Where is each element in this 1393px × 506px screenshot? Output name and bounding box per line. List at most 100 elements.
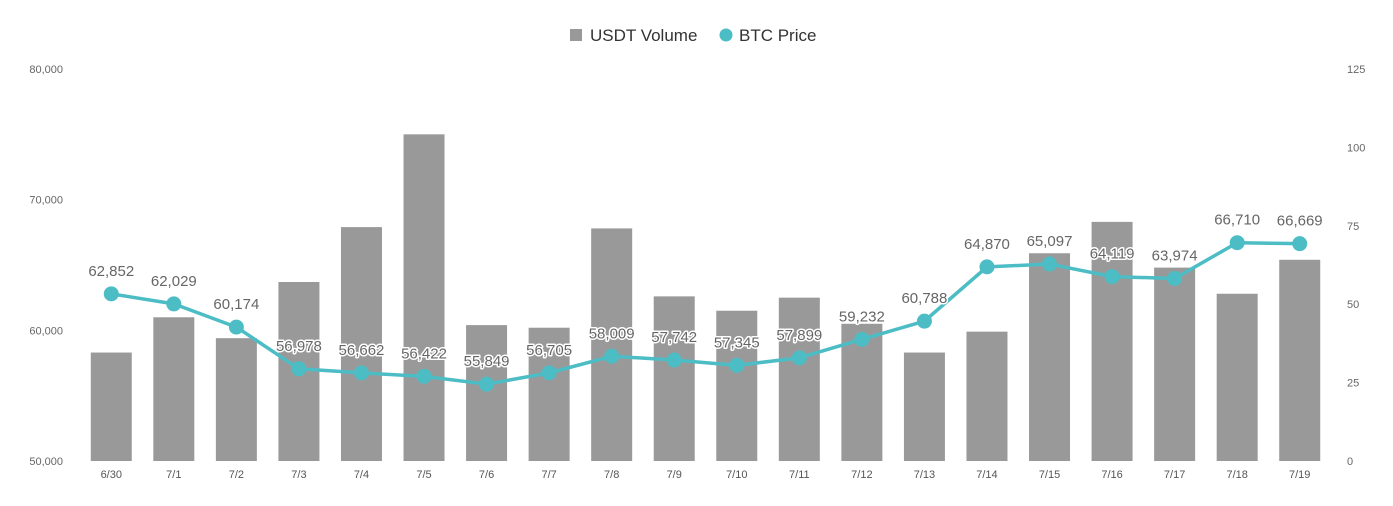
volume-bar (403, 134, 445, 462)
x-axis-tick-label: 7/5 (416, 469, 431, 481)
price-point (166, 296, 182, 312)
right-y-axis: 0 25 50 75 100 125 (1347, 64, 1365, 468)
price-point (479, 376, 495, 392)
price-point (1229, 235, 1245, 251)
price-data-label: 64,119 (1090, 246, 1135, 263)
price-data-label: 59,232 (839, 308, 885, 325)
price-data-label: 60,174 (213, 296, 259, 313)
right-axis-tick-label: 75 (1347, 221, 1359, 233)
price-data-label: 62,852 (88, 263, 134, 280)
volume-bar (903, 352, 945, 461)
legend-volume-label: USDT Volume (590, 26, 697, 45)
right-axis-tick-label: 50 (1347, 299, 1359, 311)
legend-price-swatch (719, 28, 733, 42)
price-point (1042, 256, 1058, 272)
legend-volume-swatch (570, 29, 582, 41)
x-axis-tick-label: 7/11 (789, 469, 810, 481)
price-data-label: 56,422 (401, 345, 447, 362)
price-line-path (109, 240, 1302, 386)
volume-bar (466, 325, 508, 461)
price-data-label: 56,705 (526, 342, 572, 359)
left-axis-tick-label: 80,000 (29, 64, 63, 76)
left-axis-tick-label: 50,000 (29, 456, 63, 468)
x-axis-tick-label: 7/13 (914, 469, 935, 481)
volume-bar (1029, 253, 1071, 461)
legend: USDT Volume BTC Price (570, 26, 816, 45)
x-axis-tick-label: 7/9 (667, 469, 682, 481)
x-axis: 6/30 7/1 7/2 7/3 7/4 7/5 7/6 7/7 7/8 7/9 7/10 7/11 7… (101, 469, 1311, 481)
volume-bar (966, 331, 1008, 461)
price-data-label: 63,974 (1152, 247, 1198, 264)
price-point (666, 352, 682, 368)
x-axis-tick-label: 7/4 (354, 469, 369, 481)
price-data-label: 65,097 (1027, 233, 1073, 250)
price-data-label: 56,978 (276, 338, 322, 355)
legend-price-label: BTC Price (739, 26, 816, 45)
right-axis-tick-label: 100 (1347, 142, 1365, 154)
price-point (353, 365, 369, 381)
price-data-label: 58,009 (589, 325, 635, 342)
price-point (729, 357, 745, 373)
price-data-label: 64,870 (964, 236, 1010, 253)
x-axis-tick-label: 7/17 (1164, 469, 1185, 481)
volume-bar (215, 338, 257, 461)
x-axis-tick-label: 7/19 (1289, 469, 1310, 481)
x-axis-tick-label: 7/14 (976, 469, 997, 481)
volume-bar (90, 352, 132, 461)
price-point (541, 365, 557, 381)
volume-bar (1216, 293, 1258, 461)
price-point (604, 348, 620, 364)
price-point (979, 259, 995, 275)
x-axis-tick-label: 7/8 (604, 469, 619, 481)
volume-bar (1154, 267, 1196, 461)
price-point (416, 368, 432, 384)
volume-bar (153, 317, 195, 461)
x-axis-tick-label: 7/10 (726, 469, 747, 481)
price-point (854, 331, 870, 347)
price-data-label: 57,899 (776, 327, 822, 344)
price-point (791, 350, 807, 366)
x-axis-tick-label: 7/12 (851, 469, 872, 481)
x-axis-tick-label: 7/6 (479, 469, 494, 481)
price-data-label: 57,742 (651, 329, 697, 346)
price-data-label: 57,345 (714, 334, 760, 351)
volume-bars (90, 134, 1321, 462)
volume-bar (716, 310, 758, 461)
x-axis-tick-label: 7/2 (229, 469, 244, 481)
price-point (291, 361, 307, 377)
volume-bar (778, 297, 820, 461)
price-data-label: 66,710 (1214, 212, 1260, 229)
x-axis-tick-label: 7/15 (1039, 469, 1060, 481)
x-axis-tick-label: 7/16 (1101, 469, 1122, 481)
right-axis-tick-label: 0 (1347, 456, 1353, 468)
volume-bar (591, 228, 633, 461)
left-axis-tick-label: 60,000 (29, 325, 63, 337)
price-point (1104, 269, 1120, 285)
price-line: 62,852 62,029 60,174 56,978 56,662 56,422 55,8… (87, 210, 1324, 392)
x-axis-tick-label: 7/3 (291, 469, 306, 481)
price-data-label: 62,029 (151, 273, 197, 290)
x-axis-tick-label: 7/7 (541, 469, 556, 481)
price-point (1292, 236, 1308, 252)
x-axis-tick-label: 7/1 (166, 469, 181, 481)
volume-bar (528, 327, 570, 461)
left-axis-tick-label: 70,000 (29, 195, 63, 207)
volume-bar (340, 227, 382, 461)
price-data-label: 66,669 (1277, 213, 1323, 230)
x-axis-tick-label: 7/18 (1226, 469, 1247, 481)
left-y-axis: 50,000 60,000 70,000 80,000 (29, 64, 63, 468)
price-data-label: 56,662 (339, 342, 385, 359)
price-point (1167, 270, 1183, 286)
price-point (916, 313, 932, 329)
x-axis-tick-label: 6/30 (101, 469, 122, 481)
volume-bar (1279, 259, 1321, 461)
volume-bar (653, 296, 695, 461)
volume-bar (1091, 221, 1133, 461)
right-axis-tick-label: 125 (1347, 64, 1365, 76)
price-data-label: 60,788 (901, 290, 947, 307)
price-data-label: 55,849 (464, 353, 510, 370)
price-point (228, 319, 244, 335)
right-axis-tick-label: 25 (1347, 378, 1359, 390)
price-point (103, 286, 119, 302)
